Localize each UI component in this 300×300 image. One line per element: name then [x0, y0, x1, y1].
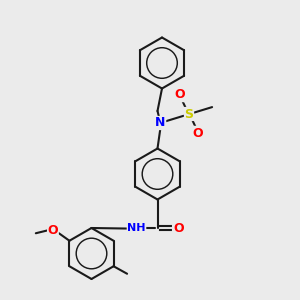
Text: O: O [175, 88, 185, 101]
Text: O: O [193, 127, 203, 140]
Text: N: N [155, 116, 166, 130]
Text: NH: NH [127, 223, 146, 233]
Text: S: S [184, 107, 194, 121]
Text: O: O [173, 221, 184, 235]
Text: O: O [48, 224, 58, 237]
